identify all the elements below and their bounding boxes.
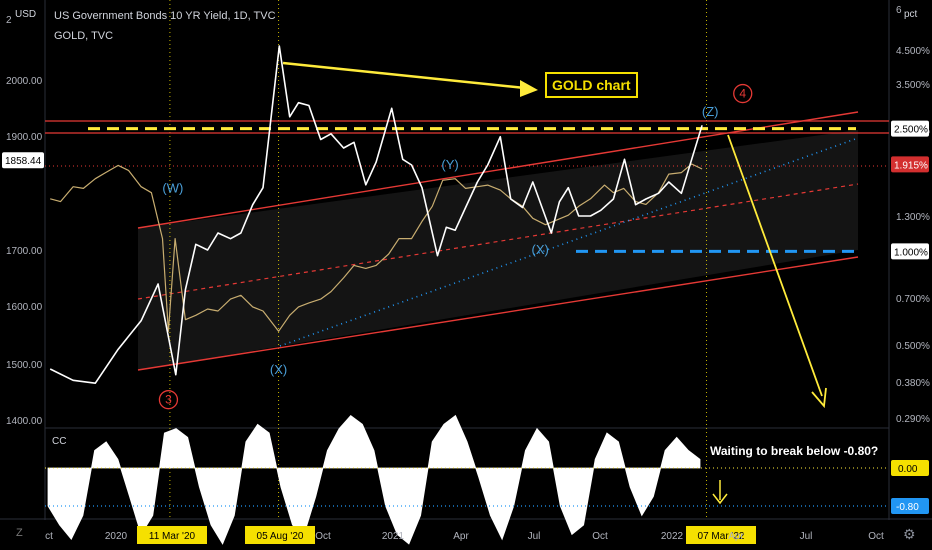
channel-midline <box>137 183 859 300</box>
wave-label: (W) <box>162 181 183 196</box>
time-axis-tick-label: Jul <box>800 531 813 542</box>
price-tag-label: 1.000% <box>894 247 928 258</box>
settings-gear-icon[interactable]: ⚙ <box>903 526 916 542</box>
right-axis-tick-label: 4.500% <box>896 46 930 57</box>
left-axis-tick-label: 1700.00 <box>6 246 43 257</box>
price-tag-label: 1.915% <box>894 160 928 171</box>
right-axis-tick-label: 0.700% <box>896 294 930 305</box>
right-axis-tick-label: 3.500% <box>896 80 930 91</box>
indicator-name: CC <box>52 436 67 447</box>
left-axis-tick-label: 1500.00 <box>6 360 43 371</box>
wave-label: (X) <box>270 362 287 377</box>
price-tag-label: 2.500% <box>894 125 928 136</box>
time-axis-date-label: 11 Mar '20 <box>149 531 196 542</box>
indicator-arrowhead <box>712 493 728 505</box>
wave-label-circle <box>733 83 753 104</box>
price-tag <box>891 156 929 173</box>
right-axis-tick-label: 0.500% <box>896 341 930 352</box>
price-tag <box>891 243 929 260</box>
time-axis-tick-label: ct <box>45 531 53 542</box>
right-axis-tick-label: 0.380% <box>896 378 930 389</box>
date-tag <box>245 526 315 544</box>
cc-zero-tag-label: 0.00 <box>898 464 918 475</box>
wave-label: 3 <box>165 393 172 407</box>
right-axis-tick-label: 6 <box>896 5 902 16</box>
channel-lower-line <box>137 256 859 371</box>
left-axis-tick-label: 2000.00 <box>6 76 43 87</box>
time-axis-tick-label: Oct <box>592 531 608 542</box>
wave-label: (Y) <box>441 157 458 172</box>
symbol-title: US Government Bonds 10 YR Yield, 1D, TVC <box>54 10 276 22</box>
annotation-arrowhead <box>520 80 538 97</box>
cc-zero-tag <box>891 460 929 476</box>
gold-chart-annotation: GOLD chart <box>545 72 638 98</box>
time-axis-date-label: 07 Mar '22 <box>698 531 745 542</box>
wave-label: (X) <box>532 242 549 257</box>
cc-threshold-tag <box>891 498 929 514</box>
overlay-title: GOLD, TVC <box>54 30 114 42</box>
time-axis-date-label: 05 Aug '20 <box>257 531 304 542</box>
price-tag <box>2 152 44 169</box>
time-axis-tick-label: Apr <box>728 531 744 542</box>
price-tag <box>891 120 929 137</box>
gold-series-line <box>49 45 703 385</box>
wave-label: 4 <box>739 87 746 101</box>
cc-indicator-area <box>47 414 701 545</box>
left-unit-label: USD <box>15 9 37 20</box>
time-axis-tick-label: Oct <box>315 531 331 542</box>
right-unit-label: pct <box>904 9 918 20</box>
channel-upper-line <box>137 111 859 229</box>
right-axis-tick-label: 0.290% <box>896 414 930 425</box>
left-axis-tick-label: 1600.00 <box>6 302 43 313</box>
price-tag-label: 1858.44 <box>5 156 42 167</box>
annotation-arrow-line <box>282 61 526 90</box>
time-axis-tick-label: Oct <box>868 531 884 542</box>
left-axis-tick-label: 1400.00 <box>6 416 43 427</box>
wave-label: (Z) <box>702 104 719 119</box>
left-axis-tick-label: 2 <box>6 15 12 26</box>
cc-threshold-tag-label: -0.80 <box>896 502 919 513</box>
time-axis-tick-label: 2022 <box>661 531 684 542</box>
left-axis-tick-label: 1900.00 <box>6 132 43 143</box>
time-axis-tick-label: Apr <box>453 531 469 542</box>
time-axis-tick-label: 2021 <box>382 531 405 542</box>
yield-series-line <box>50 163 703 332</box>
projection-arrowhead <box>811 387 827 409</box>
right-axis-tick-label: 1.300% <box>896 212 930 223</box>
indicator-note: Waiting to break below -0.80? <box>710 444 879 458</box>
date-tag <box>137 526 207 544</box>
time-axis-tick-label: 2020 <box>105 531 128 542</box>
wave-label-circle <box>158 390 179 410</box>
timezone-icon[interactable]: Z <box>16 527 23 539</box>
time-axis-tick-label: Jul <box>528 531 541 542</box>
date-tag <box>686 526 756 544</box>
projection-arrow-line <box>727 134 823 397</box>
